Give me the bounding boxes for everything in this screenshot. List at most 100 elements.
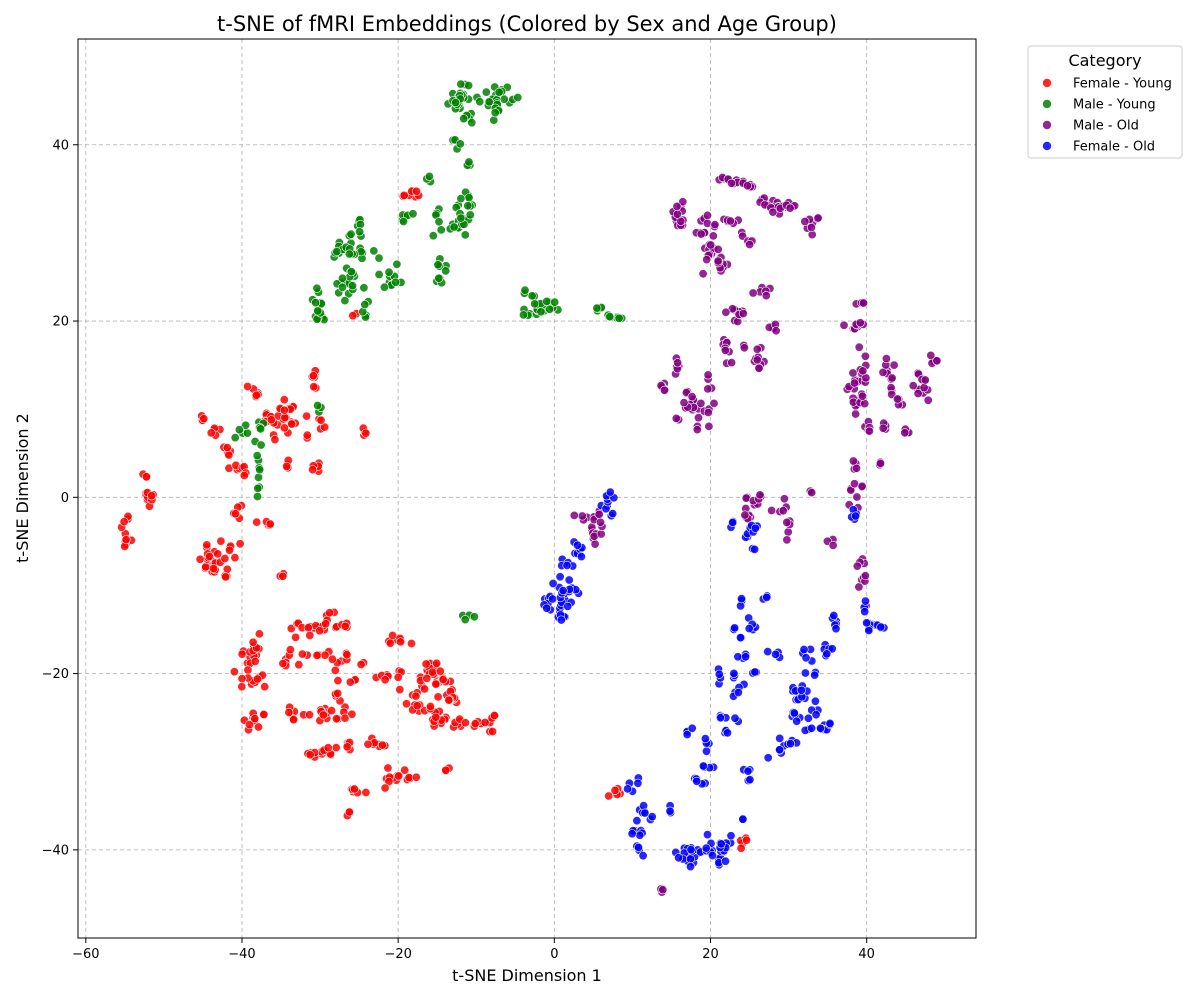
scatter-point [313, 306, 323, 316]
scatter-point [715, 713, 725, 723]
scatter-point [563, 601, 573, 611]
scatter-point [807, 723, 817, 733]
scatter-point [234, 425, 244, 435]
scatter-point [489, 115, 499, 125]
plot-frame [77, 38, 977, 939]
scatter-point [251, 390, 261, 400]
scatter-point [857, 481, 867, 491]
scatter-point [484, 97, 494, 107]
scatter-point [754, 363, 764, 373]
scatter-point [119, 517, 129, 527]
scatter-point [596, 529, 606, 539]
scatter-point [848, 456, 858, 466]
scatter-point [398, 217, 408, 227]
data-points [117, 79, 942, 897]
scatter-point [436, 225, 446, 235]
scatter-point [755, 490, 765, 500]
scatter-point [470, 719, 480, 729]
scatter-point [743, 766, 753, 776]
scatter-point [285, 645, 295, 655]
scatter-point [393, 672, 403, 682]
scatter-point [327, 706, 337, 716]
scatter-point [771, 326, 781, 336]
scatter-point [383, 763, 393, 773]
scatter-point [337, 273, 347, 283]
scatter-point [435, 666, 445, 676]
scatter-point [726, 831, 736, 841]
scatter-point [459, 114, 469, 124]
scatter-point [320, 422, 330, 432]
scatter-point [394, 771, 404, 781]
legend-box [1027, 45, 1183, 159]
scatter-point [785, 203, 795, 213]
scatter-point [475, 97, 485, 107]
scatter-point [920, 375, 930, 385]
scatter-point [235, 539, 245, 549]
series-male-young [230, 79, 627, 625]
scatter-point [469, 612, 479, 622]
scatter-point [702, 255, 712, 265]
scatter-point [213, 549, 223, 559]
scatter-point [494, 87, 504, 97]
scatter-point [741, 835, 751, 845]
scatter-point [239, 470, 249, 480]
scatter-point [265, 519, 275, 529]
scatter-point [302, 430, 312, 440]
axis-ticks: −60 −40 −20 0 20 40 −40 −20 0 20 40 [42, 138, 875, 962]
scatter-point [464, 193, 474, 203]
scatter-point [308, 371, 318, 381]
scatter-point [750, 544, 760, 554]
scatter-point [605, 312, 615, 322]
scatter-point [810, 696, 820, 706]
scatter-point [640, 808, 650, 818]
scatter-point [801, 653, 811, 663]
scatter-point [289, 715, 299, 725]
scatter-point [696, 229, 706, 239]
y-tick-label: 40 [52, 138, 69, 153]
scatter-point [309, 382, 319, 392]
scatter-point [360, 300, 370, 310]
scatter-point [673, 358, 683, 368]
scatter-point [857, 391, 867, 401]
scatter-point [441, 266, 451, 276]
scatter-point [815, 723, 825, 733]
scatter-point [256, 424, 266, 434]
scatter-point [315, 626, 325, 636]
scatter-point [771, 649, 781, 659]
scatter-point [789, 708, 799, 718]
series-male-old [569, 173, 942, 897]
scatter-point [633, 778, 643, 788]
scatter-point [685, 854, 695, 864]
x-tick-label: −20 [384, 947, 411, 962]
scatter-point [488, 726, 498, 736]
scatter-point [237, 674, 247, 684]
legend: Category Female - Young Male - Young Male … [1027, 45, 1183, 159]
scatter-point [456, 79, 466, 89]
scatter-point [252, 517, 262, 527]
scatter-point [850, 378, 860, 388]
scatter-point [318, 710, 328, 720]
legend-marker [1042, 99, 1052, 109]
scatter-point [337, 282, 347, 292]
scatter-point [250, 714, 260, 724]
scatter-point [536, 307, 546, 317]
scatter-point [380, 675, 390, 685]
scatter-point [686, 845, 696, 855]
scatter-point [248, 637, 258, 647]
scatter-point [424, 171, 434, 181]
scatter-point [255, 465, 265, 475]
legend-marker [1042, 141, 1052, 151]
scatter-point [195, 554, 205, 564]
scatter-point [713, 256, 723, 266]
scatter-point [229, 667, 239, 677]
scatter-point [761, 291, 771, 301]
scatter-point [377, 740, 387, 750]
scatter-point [384, 267, 394, 277]
scatter-point [241, 420, 251, 430]
scatter-point [716, 839, 726, 849]
scatter-point [401, 699, 411, 709]
scatter-point [399, 190, 409, 200]
scatter-point [237, 649, 247, 659]
scatter-point [369, 246, 379, 256]
scatter-point [379, 282, 389, 292]
